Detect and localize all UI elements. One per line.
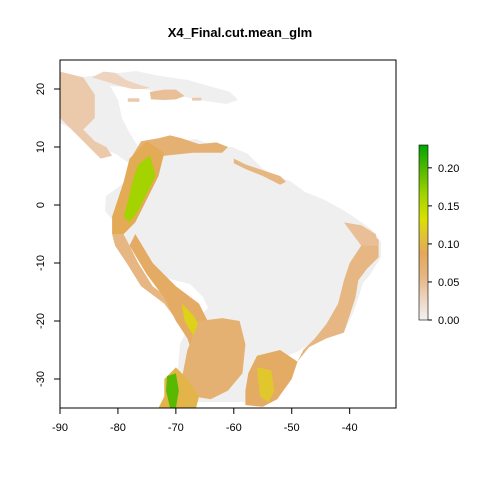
region-uruguay-core [257,367,275,403]
region-puerto-rico [192,97,202,101]
legend-tick-label: 0.10 [438,239,459,251]
x-tick-label: -90 [52,422,68,434]
x-tick-label: -80 [110,422,126,434]
x-tick-label: -40 [342,422,358,434]
region-andes-north-core [123,155,156,223]
map-title: X4_Final.cut.mean_glm [168,25,313,40]
south-america-landmass [105,139,381,402]
legend-tick-label: 0.20 [438,163,459,175]
plot-frame [59,59,397,409]
region-gran-chaco [181,318,246,400]
legend-tick-label: 0.15 [438,201,459,213]
y-tick-label: 20 [35,83,47,95]
y-tick-label: 10 [35,141,47,153]
y-tick-label: -10 [35,255,47,271]
region-atlantic-coast [297,234,379,362]
x-axis: -90 -80 -70 -60 -50 -40 [52,408,358,434]
legend-colorbar [418,144,429,321]
x-tick-label: -60 [226,422,242,434]
region-cuba [91,71,150,89]
region-mexico [60,71,113,159]
region-brazil-northeast [343,222,379,246]
region-jamaica [127,98,140,102]
y-axis: -30 -20 -10 0 10 20 [35,83,60,387]
legend-tick-label: 0.05 [438,277,459,289]
y-tick-label: -30 [35,371,47,387]
y-tick-label: -20 [35,313,47,329]
x-tick-label: -50 [284,422,300,434]
y-tick-label: 0 [35,202,47,208]
region-hispaniola [149,89,185,100]
legend-ticks: 0.00 0.05 0.10 0.15 0.20 [428,163,459,327]
legend-tick-label: 0.00 [438,315,459,327]
x-tick-label: -70 [168,422,184,434]
suitability-layer [60,71,379,408]
legend: 0.00 0.05 0.10 0.15 0.20 [418,144,459,327]
region-southern-cone-core [166,373,179,408]
region-guianas-coast [233,158,286,185]
